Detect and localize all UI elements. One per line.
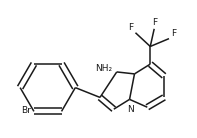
Text: F: F bbox=[171, 29, 176, 38]
Text: N: N bbox=[127, 105, 134, 114]
Text: F: F bbox=[128, 23, 134, 32]
Text: Br: Br bbox=[21, 106, 31, 115]
Text: F: F bbox=[152, 18, 157, 27]
Text: NH₂: NH₂ bbox=[95, 63, 112, 73]
